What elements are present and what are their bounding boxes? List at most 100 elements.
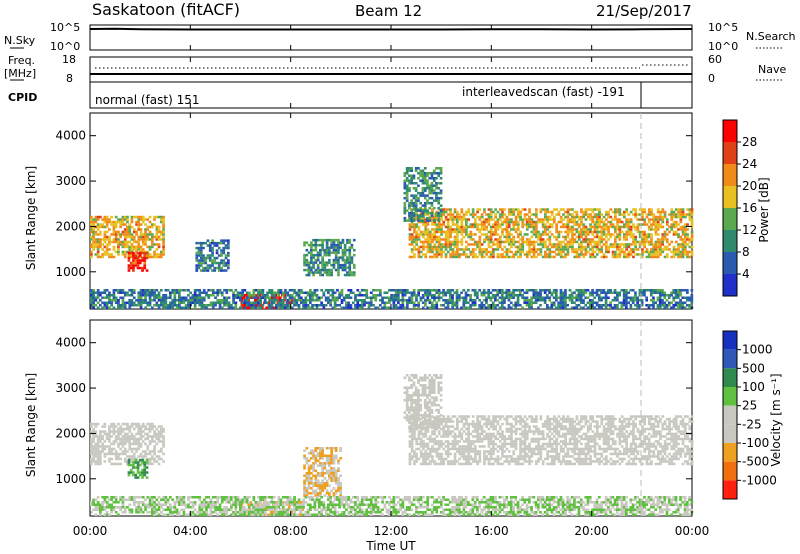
heatmap-cell xyxy=(618,245,622,249)
heatmap-cell xyxy=(417,432,421,436)
heatmap-cell xyxy=(195,256,199,260)
heatmap-cell xyxy=(431,245,434,249)
heatmap-cell xyxy=(566,304,569,307)
heatmap-cell xyxy=(372,289,375,292)
heatmap-cell xyxy=(114,235,118,239)
heatmap-cell xyxy=(422,220,425,224)
heatmap-cell xyxy=(304,299,308,302)
heatmap-cell xyxy=(153,304,156,307)
heatmap-cell xyxy=(394,291,398,294)
heatmap-cell xyxy=(561,294,565,297)
heatmap-cell xyxy=(656,291,660,294)
heatmap-cell xyxy=(339,487,342,490)
heatmap-cell xyxy=(314,241,318,244)
heatmap-cell xyxy=(677,245,680,249)
heatmap-cell xyxy=(112,422,116,426)
heatmap-cell xyxy=(419,255,423,259)
heatmap-cell xyxy=(410,301,414,304)
heatmap-cell xyxy=(593,230,597,234)
heatmap-cell xyxy=(582,248,586,251)
heatmap-cell xyxy=(638,253,642,256)
heatmap-cell xyxy=(204,266,208,270)
heatmap-cell xyxy=(641,248,644,251)
heatmap-cell xyxy=(424,233,428,236)
heatmap-cell xyxy=(428,245,432,249)
heatmap-cell xyxy=(426,291,430,294)
heatmap-cell xyxy=(119,427,122,431)
heatmap-cell xyxy=(348,266,352,269)
heatmap-cell xyxy=(437,299,441,302)
heatmap-cell xyxy=(516,235,520,239)
heatmap-cell xyxy=(456,250,459,254)
heatmap-cell xyxy=(449,225,452,229)
heatmap-cell xyxy=(462,301,466,304)
heatmap-cell xyxy=(259,301,262,304)
heatmap-cell xyxy=(622,299,626,302)
heatmap-cell xyxy=(584,296,588,299)
heatmap-cell xyxy=(442,250,446,254)
heatmap-cell xyxy=(474,255,477,259)
heatmap-cell xyxy=(128,289,132,292)
heatmap-cell xyxy=(171,299,174,302)
heatmap-cell xyxy=(575,306,579,309)
heatmap-cell xyxy=(523,291,527,294)
heatmap-cell xyxy=(323,251,327,254)
heatmap-cell xyxy=(535,250,538,254)
heatmap-cell xyxy=(456,248,459,251)
heatmap-cell xyxy=(390,299,393,302)
heatmap-cell xyxy=(275,291,278,294)
heatmap-cell xyxy=(656,289,660,292)
heatmap-cell xyxy=(623,250,626,254)
heatmap-cell xyxy=(677,208,680,211)
heatmap-cell xyxy=(211,291,215,294)
heatmap-cell xyxy=(213,241,217,245)
heatmap-cell xyxy=(126,450,129,453)
heatmap-cell xyxy=(677,248,680,251)
heatmap-cell xyxy=(208,244,212,247)
heatmap-cell xyxy=(123,235,127,239)
heatmap-cell xyxy=(605,243,608,246)
heatmap-cell xyxy=(589,213,592,216)
heatmap-cell xyxy=(334,256,338,259)
colorbar-tick-label: 4 xyxy=(742,267,750,281)
heatmap-cell xyxy=(442,210,446,214)
heatmap-cell xyxy=(503,220,507,224)
heatmap-cell xyxy=(305,253,309,257)
heatmap-cell xyxy=(503,291,506,294)
heatmap-cell xyxy=(202,261,205,265)
heatmap-cell xyxy=(138,473,142,477)
heatmap-cell xyxy=(426,184,429,187)
heatmap-cell xyxy=(103,306,107,309)
heatmap-cell xyxy=(598,218,601,221)
heatmap-cell xyxy=(348,253,352,257)
heatmap-cell xyxy=(132,473,135,477)
heatmap-cell xyxy=(132,230,136,234)
heatmap-cell xyxy=(114,225,118,229)
heatmap-cell xyxy=(426,294,430,297)
heatmap-cell xyxy=(307,266,311,269)
heatmap-cell xyxy=(426,209,429,212)
heatmap-cell xyxy=(661,220,665,224)
heatmap-cell xyxy=(94,233,98,236)
heatmap-cell xyxy=(123,447,127,451)
heatmap-cell xyxy=(559,240,563,244)
heatmap-cell xyxy=(211,239,214,242)
heatmap-cell xyxy=(331,306,335,309)
heatmap-cell xyxy=(287,503,291,506)
heatmap-cell xyxy=(143,256,147,260)
heatmap-cell xyxy=(430,196,434,200)
beam-label: Beam 12 xyxy=(355,2,422,20)
heatmap-cell xyxy=(337,258,340,262)
heatmap-cell xyxy=(609,245,613,249)
heatmap-cell xyxy=(494,289,497,292)
heatmap-cell xyxy=(505,255,509,259)
heatmap-cell xyxy=(417,216,420,220)
heatmap-cell xyxy=(135,215,138,219)
heatmap-cell xyxy=(401,296,405,299)
heatmap-cell xyxy=(494,213,497,216)
heatmap-cell xyxy=(394,296,398,299)
heatmap-cell xyxy=(627,245,631,249)
heatmap-cell xyxy=(521,240,525,244)
heatmap-cell xyxy=(408,174,411,177)
heatmap-cell xyxy=(290,511,293,514)
